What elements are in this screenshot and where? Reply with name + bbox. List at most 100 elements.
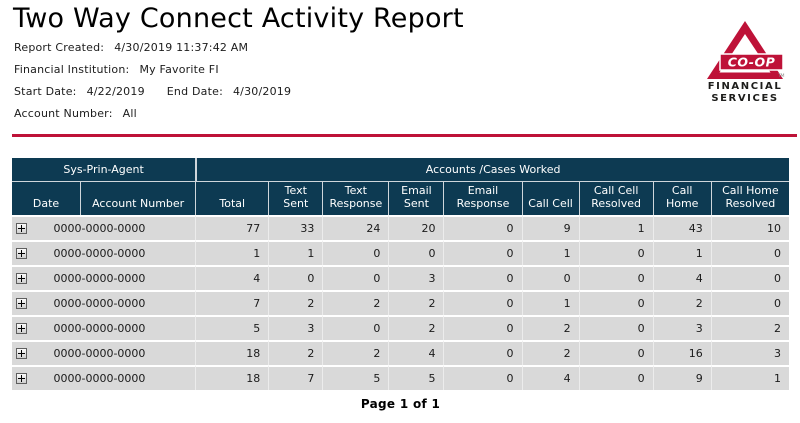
call-cell-cell: 2 bbox=[521, 340, 579, 365]
text-sent-cell: 2 bbox=[268, 340, 323, 365]
account-cell: 0000-0000-0000 bbox=[12, 315, 196, 340]
logo-services-text: SERVICES bbox=[711, 92, 779, 104]
table-row: 0000-0000-0000 1 1 0 0 0 1 0 1 0 bbox=[12, 240, 789, 265]
column-header-email-sent: Email Sent bbox=[388, 181, 444, 215]
table-row: 0000-0000-0000 4 0 0 3 0 0 0 4 0 bbox=[12, 265, 789, 290]
account-cell: 0000-0000-0000 bbox=[12, 240, 196, 265]
total-cell: 4 bbox=[195, 265, 269, 290]
meta-financial-institution: Financial Institution: My Favorite FI bbox=[14, 63, 800, 76]
call-home-resolved-cell: 1 bbox=[710, 365, 789, 390]
column-header-email-response: Email Response bbox=[443, 181, 522, 215]
expand-row-button[interactable] bbox=[16, 348, 27, 360]
email-response-cell: 0 bbox=[443, 290, 522, 315]
call-home-cell: 4 bbox=[652, 265, 711, 290]
account-number: 0000-0000-0000 bbox=[53, 222, 146, 236]
total-cell: 7 bbox=[195, 290, 269, 315]
text-sent-cell: 2 bbox=[268, 290, 323, 315]
email-sent-cell: 5 bbox=[388, 365, 444, 390]
email-response-cell: 0 bbox=[443, 265, 522, 290]
call-home-cell: 1 bbox=[652, 240, 711, 265]
call-home-cell: 16 bbox=[652, 340, 711, 365]
activity-table: Sys-Prin-Agent Accounts /Cases Worked Da… bbox=[12, 158, 789, 390]
column-header-call-cell-resolved: Call Cell Resolved bbox=[578, 181, 653, 215]
coop-brand-text: CO-OP bbox=[728, 55, 776, 70]
coop-logo: CO-OP TM FINANCIAL SERVICES bbox=[699, 21, 791, 104]
text-response-cell: 2 bbox=[322, 290, 389, 315]
account-number: 0000-0000-0000 bbox=[53, 272, 146, 286]
account-number-value: All bbox=[122, 107, 137, 120]
text-sent-cell: 3 bbox=[268, 315, 323, 340]
column-header-text-sent: Text Sent bbox=[268, 181, 323, 215]
text-response-cell: 0 bbox=[322, 315, 389, 340]
text-sent-cell: 33 bbox=[268, 215, 323, 240]
column-header-total: Total bbox=[195, 181, 269, 215]
email-sent-cell: 3 bbox=[388, 265, 444, 290]
email-response-cell: 0 bbox=[443, 215, 522, 240]
column-header-text-response: Text Response bbox=[322, 181, 389, 215]
call-cell-resolved-cell: 0 bbox=[578, 290, 653, 315]
total-cell: 1 bbox=[195, 240, 269, 265]
column-header-date: Date bbox=[12, 181, 81, 215]
logo-financial-text: FINANCIAL bbox=[707, 81, 783, 92]
email-sent-cell: 4 bbox=[388, 340, 444, 365]
account-number: 0000-0000-0000 bbox=[53, 322, 146, 336]
group-header-sys-prin-agent: Sys-Prin-Agent bbox=[12, 158, 196, 181]
table-header: Sys-Prin-Agent Accounts /Cases Worked Da… bbox=[12, 158, 789, 215]
account-number: 0000-0000-0000 bbox=[53, 247, 146, 261]
email-response-cell: 0 bbox=[443, 365, 522, 390]
text-sent-cell: 1 bbox=[268, 240, 323, 265]
call-cell-resolved-cell: 0 bbox=[578, 365, 653, 390]
account-cell: 0000-0000-0000 bbox=[12, 265, 196, 290]
call-cell-cell: 2 bbox=[521, 315, 579, 340]
call-home-resolved-cell: 2 bbox=[710, 315, 789, 340]
call-home-resolved-cell: 0 bbox=[710, 290, 789, 315]
group-header-accounts-cases-worked: Accounts /Cases Worked bbox=[195, 158, 789, 181]
trademark-text: TM bbox=[777, 73, 785, 79]
column-header-call-cell: Call Cell bbox=[521, 181, 579, 215]
report-created-label: Report Created: bbox=[14, 41, 105, 54]
call-cell-resolved-cell: 0 bbox=[578, 315, 653, 340]
call-cell-cell: 0 bbox=[521, 265, 579, 290]
account-number: 0000-0000-0000 bbox=[53, 297, 146, 311]
expand-row-button[interactable] bbox=[16, 223, 27, 235]
email-sent-cell: 2 bbox=[388, 290, 444, 315]
call-cell-cell: 1 bbox=[521, 290, 579, 315]
total-cell: 77 bbox=[195, 215, 269, 240]
meta-date-range: Start Date: 4/22/2019 End Date: 4/30/2019 bbox=[14, 85, 800, 98]
expand-row-button[interactable] bbox=[16, 323, 27, 335]
divider-rule bbox=[12, 134, 797, 137]
expand-row-button[interactable] bbox=[16, 373, 27, 385]
call-home-cell: 43 bbox=[652, 215, 711, 240]
column-header-call-home: Call Home bbox=[652, 181, 711, 215]
call-home-cell: 9 bbox=[652, 365, 711, 390]
email-response-cell: 0 bbox=[443, 340, 522, 365]
expand-row-button[interactable] bbox=[16, 248, 27, 260]
account-cell: 0000-0000-0000 bbox=[12, 340, 196, 365]
coop-triangle-icon: CO-OP TM bbox=[707, 21, 785, 79]
financial-institution-label: Financial Institution: bbox=[14, 63, 130, 76]
call-cell-resolved-cell: 0 bbox=[578, 265, 653, 290]
financial-institution-value: My Favorite FI bbox=[139, 63, 219, 76]
text-sent-cell: 0 bbox=[268, 265, 323, 290]
text-response-cell: 5 bbox=[322, 365, 389, 390]
call-cell-resolved-cell: 0 bbox=[578, 340, 653, 365]
table-row: 0000-0000-0000 18 7 5 5 0 4 0 9 1 bbox=[12, 365, 789, 390]
table-row: 0000-0000-0000 7 2 2 2 0 1 0 2 0 bbox=[12, 290, 789, 315]
text-response-cell: 0 bbox=[322, 240, 389, 265]
expand-row-button[interactable] bbox=[16, 273, 27, 285]
column-header-call-home-resolved: Call Home Resolved bbox=[710, 181, 789, 215]
column-header-row: Date Account Number Total Text Sent Text… bbox=[12, 181, 789, 215]
table-row: 0000-0000-0000 77 33 24 20 0 9 1 43 10 bbox=[12, 215, 789, 240]
table-row: 0000-0000-0000 18 2 2 4 0 2 0 16 3 bbox=[12, 340, 789, 365]
account-number: 0000-0000-0000 bbox=[53, 372, 146, 386]
page-title: Two Way Connect Activity Report bbox=[13, 3, 464, 34]
expand-row-button[interactable] bbox=[16, 298, 27, 310]
call-cell-resolved-cell: 0 bbox=[578, 240, 653, 265]
email-sent-cell: 0 bbox=[388, 240, 444, 265]
page-number: Page 1 of 1 bbox=[360, 397, 441, 411]
report-created-value: 4/30/2019 11:37:42 AM bbox=[114, 41, 249, 54]
start-date-value: 4/22/2019 bbox=[86, 85, 145, 98]
call-home-resolved-cell: 0 bbox=[710, 240, 789, 265]
table-row: 0000-0000-0000 5 3 0 2 0 2 0 3 2 bbox=[12, 315, 789, 340]
end-date-label: End Date: bbox=[166, 85, 223, 98]
